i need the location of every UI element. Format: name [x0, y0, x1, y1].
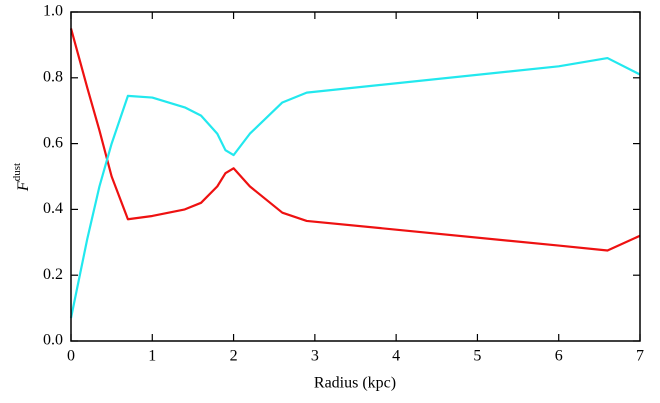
x-tick-label: 3 [311, 348, 319, 365]
y-axis-label-base: F [15, 181, 32, 192]
y-tick-label: 0.6 [43, 134, 63, 151]
x-tick-label: 4 [392, 348, 400, 365]
x-tick-label: 6 [555, 348, 563, 365]
line-series [69, 56, 641, 319]
plot-frame [70, 11, 641, 342]
y-tick-label: 1.0 [43, 3, 63, 20]
x-tick-label: 5 [473, 348, 481, 365]
y-tick-label: 0.2 [43, 266, 63, 283]
y-tick-label: 0.4 [43, 200, 63, 217]
y-axis-label: Fdust [11, 163, 32, 192]
x-tick-label: 1 [148, 348, 156, 365]
y-tick-label: 0.0 [43, 332, 63, 349]
x-tick-label: 0 [67, 348, 75, 365]
y-axis-label-sup: dust [11, 163, 23, 181]
x-tick-label: 7 [636, 348, 644, 365]
x-axis-label: Radius (kpc) [314, 375, 396, 392]
line-series [69, 28, 641, 252]
y-tick-label: 0.8 [43, 68, 63, 85]
x-tick-label: 2 [230, 348, 238, 365]
